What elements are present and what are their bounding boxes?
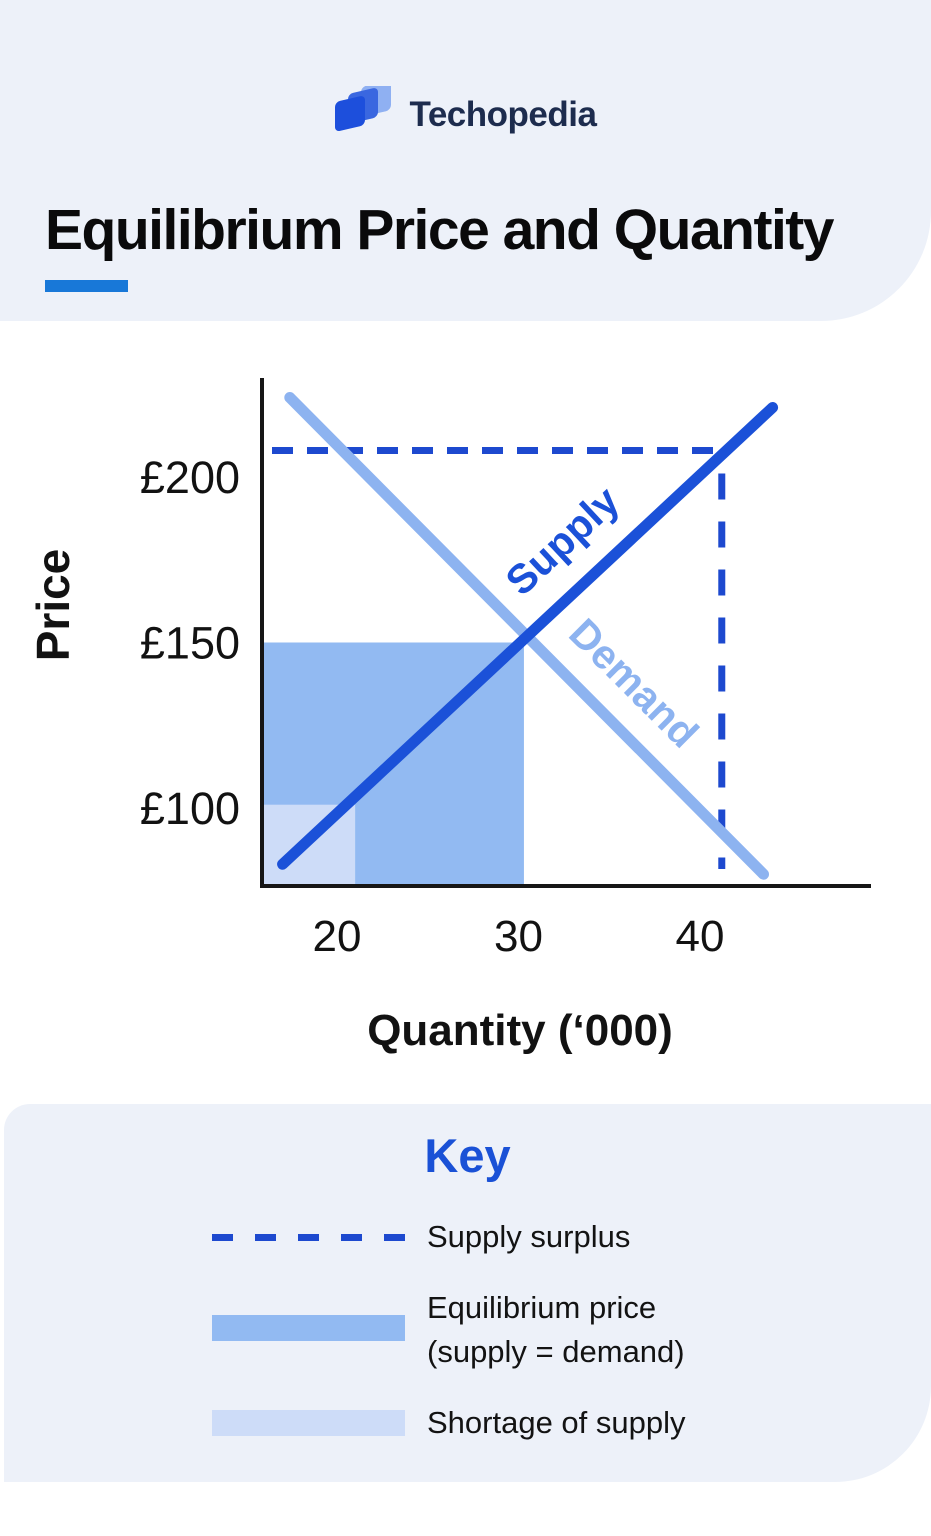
y-tick-150: £150 bbox=[140, 618, 240, 669]
demand-curve-label: Demand bbox=[560, 610, 707, 757]
supply-line bbox=[277, 401, 779, 870]
logo-square-2 bbox=[334, 96, 365, 131]
page-title: Equilibrium Price and Quantity bbox=[45, 198, 834, 262]
header-panel: Techopedia Equilibrium Price and Quantit… bbox=[0, 0, 931, 321]
x-tick-40: 40 bbox=[676, 912, 725, 961]
logo: Techopedia bbox=[0, 86, 931, 144]
key-title: Key bbox=[424, 1129, 511, 1182]
legend-label-equilibrium-price: Equilibrium price (supply = demand) bbox=[427, 1286, 685, 1374]
legend-label-line-1: Equilibrium price bbox=[427, 1290, 657, 1325]
y-axis-title: Price bbox=[27, 549, 79, 662]
y-tick-100: £100 bbox=[140, 783, 240, 834]
legend-swatch-equilibrium-price bbox=[212, 1315, 405, 1341]
techopedia-logo-icon bbox=[334, 86, 391, 131]
title-underline-accent bbox=[45, 280, 128, 292]
legend-label-line-2: (supply = demand) bbox=[427, 1334, 685, 1369]
x-tick-30: 30 bbox=[494, 912, 543, 961]
x-tick-20: 20 bbox=[313, 912, 362, 961]
legend-swatch-shortage-of-supply bbox=[212, 1410, 405, 1436]
legend-label-shortage-of-supply: Shortage of supply bbox=[427, 1405, 686, 1440]
supply-demand-chart: Supply Demand £200 £150 £100 20 30 40 Price Quant… bbox=[0, 355, 931, 1065]
brand-name: Techopedia bbox=[409, 95, 597, 134]
y-tick-200: £200 bbox=[140, 452, 240, 503]
legend-label-supply-surplus: Supply surplus bbox=[427, 1219, 631, 1254]
legend-swatch-supply-surplus bbox=[212, 1234, 405, 1241]
key-panel: Key Supply surplus Equilibrium price (su… bbox=[4, 1104, 931, 1482]
x-axis-title: Quantity (‘000) bbox=[367, 1006, 673, 1055]
supply-curve-label: Supply bbox=[497, 477, 628, 604]
